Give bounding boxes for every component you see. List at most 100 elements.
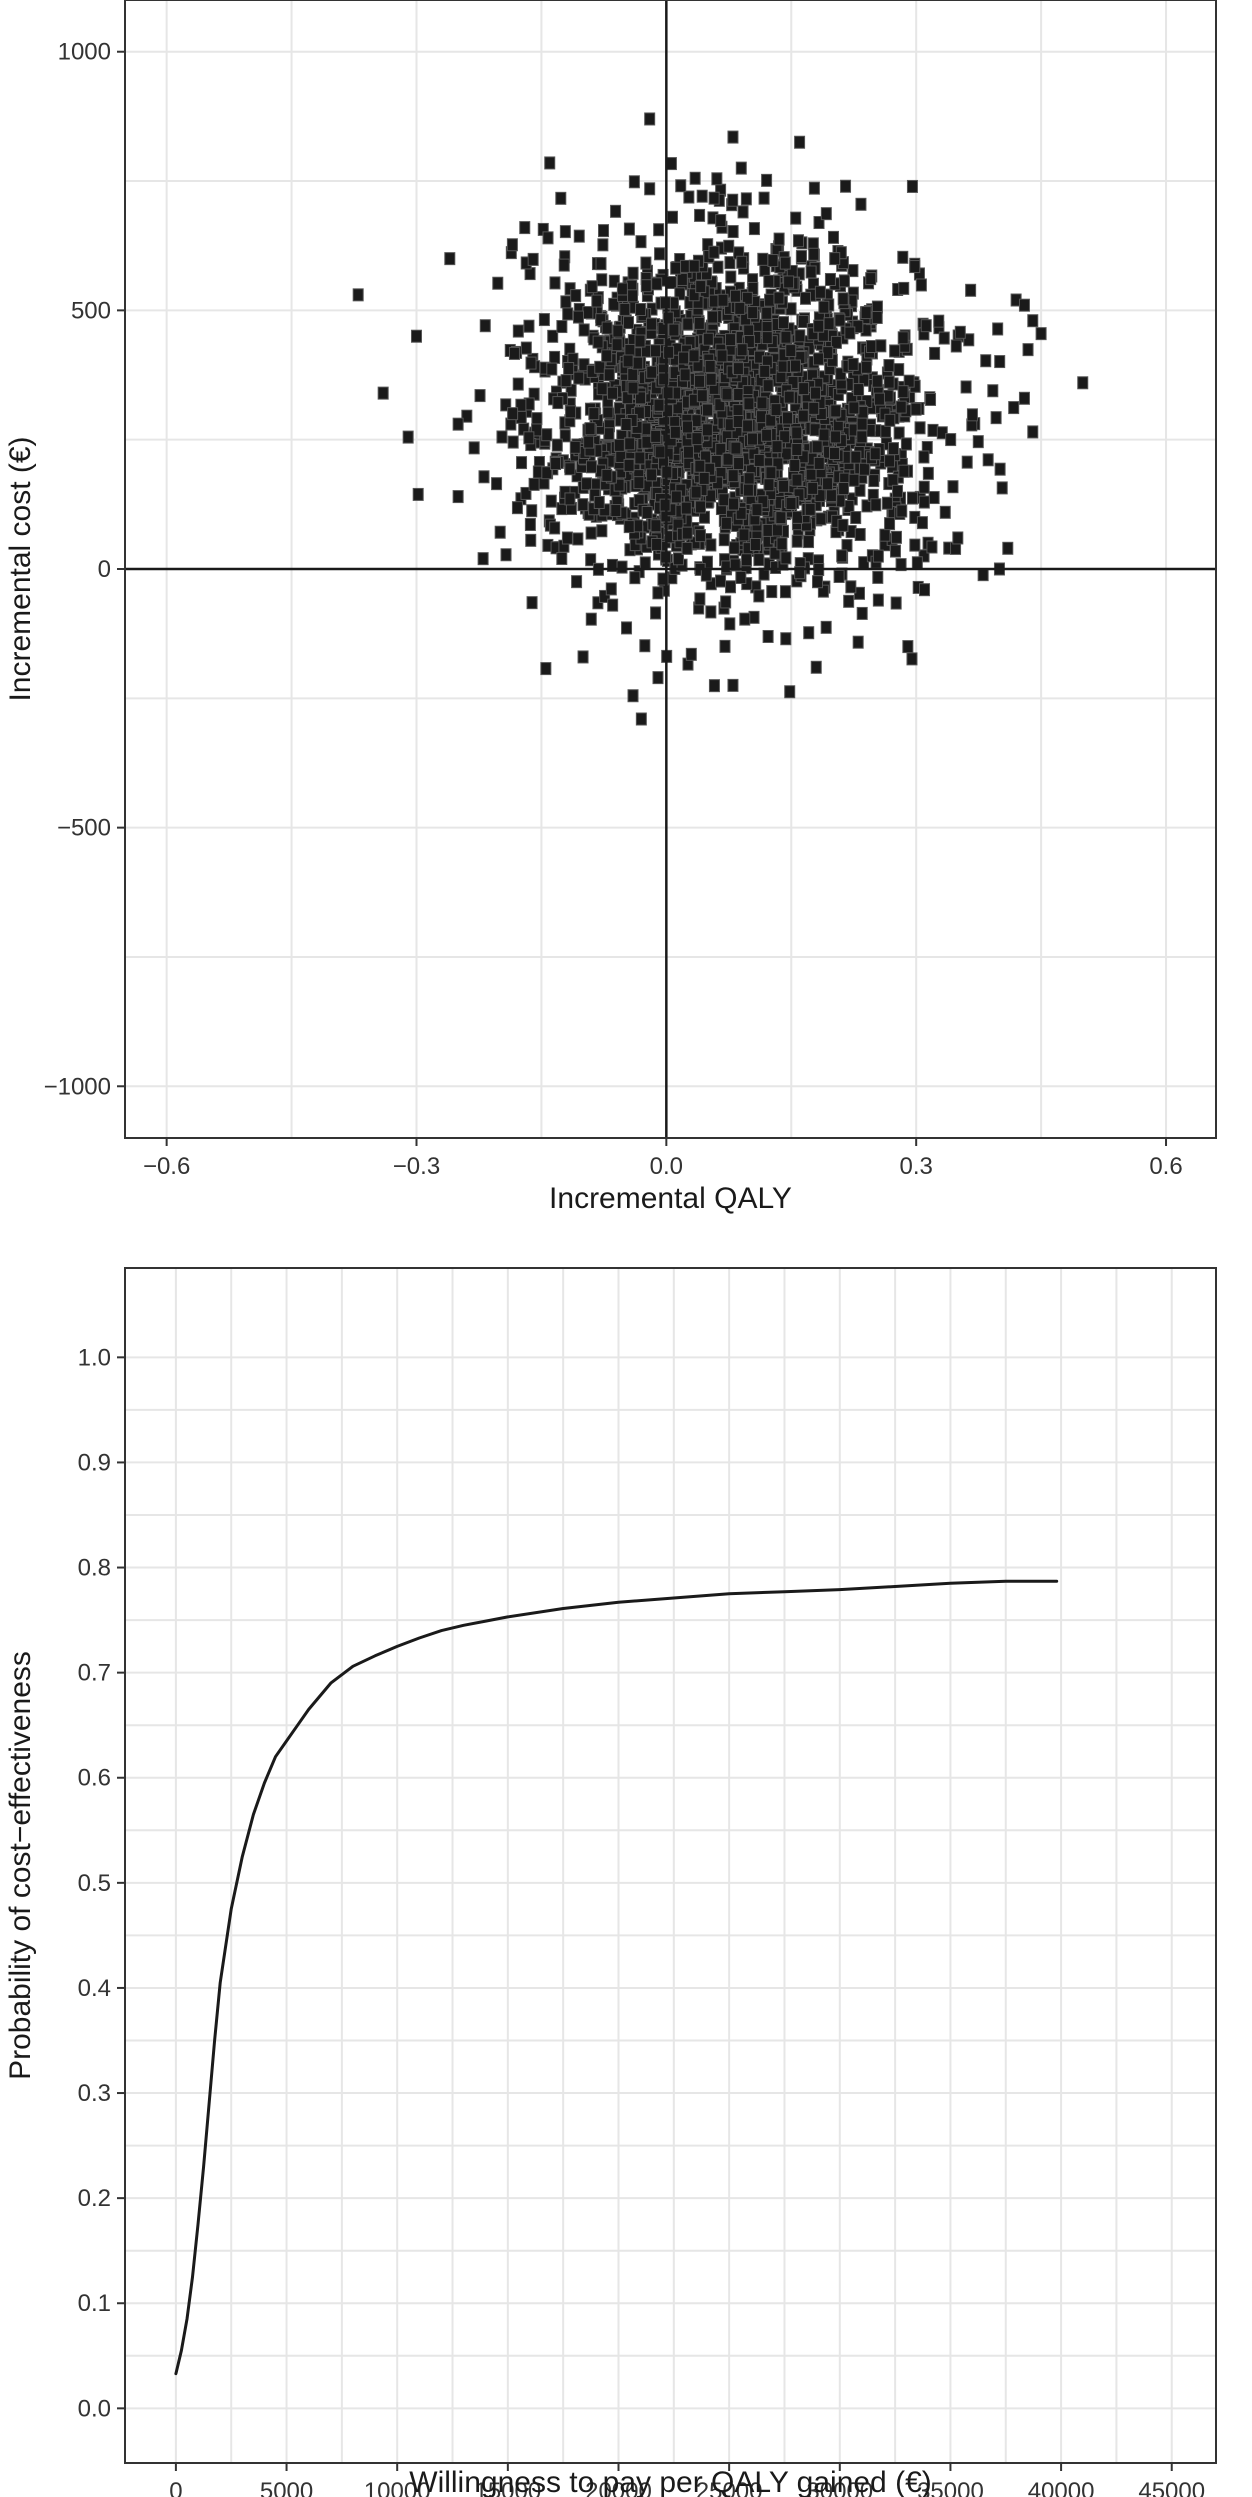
scatter-point xyxy=(546,362,558,376)
scatter-point xyxy=(1035,327,1047,341)
scatter-point xyxy=(789,459,801,473)
scatter-point xyxy=(822,477,834,491)
scatter-point xyxy=(496,430,508,444)
ce-plane-y-ticks: 1000 500 0 −500 −1000 xyxy=(44,39,125,1100)
scatter-point xyxy=(613,438,625,452)
scatter-point xyxy=(665,157,677,171)
scatter-point xyxy=(695,280,707,294)
scatter-point xyxy=(663,345,675,359)
scatter-point xyxy=(730,441,742,455)
scatter-point xyxy=(897,385,909,399)
scatter-point xyxy=(562,307,574,321)
scatter-point xyxy=(818,300,830,314)
scatter-point xyxy=(818,428,830,442)
scatter-point xyxy=(586,280,598,294)
scatter-point xyxy=(813,456,825,470)
scatter-point xyxy=(494,525,506,539)
scatter-point xyxy=(720,516,732,530)
scatter-point xyxy=(929,346,941,360)
scatter-point xyxy=(741,291,753,305)
scatter-point xyxy=(718,493,730,507)
ce-plane-chart: −0.6 −0.3 0.0 0.3 0.6 1000 500 0 −500 −1000 Incr… xyxy=(4,0,1217,1215)
scatter-point xyxy=(608,297,620,311)
scatter-point xyxy=(810,660,822,674)
scatter-point xyxy=(623,222,635,236)
scatter-point xyxy=(701,403,713,417)
scatter-point xyxy=(920,319,932,333)
scatter-point xyxy=(890,596,902,610)
scatter-point xyxy=(797,450,809,464)
y-tick-label: 0 xyxy=(98,556,111,583)
scatter-point xyxy=(525,533,537,547)
scatter-point xyxy=(560,374,572,388)
scatter-point xyxy=(635,391,647,405)
scatter-point xyxy=(735,161,747,175)
scatter-point xyxy=(732,404,744,418)
scatter-point xyxy=(572,310,584,324)
scatter-point xyxy=(727,130,739,144)
scatter-point xyxy=(915,278,927,292)
scatter-point xyxy=(628,175,640,189)
x-tick-label: 0.0 xyxy=(650,1153,683,1180)
scatter-point xyxy=(506,238,518,252)
scatter-point xyxy=(725,270,737,284)
scatter-point xyxy=(585,553,597,567)
scatter-point xyxy=(581,477,593,491)
scatter-point xyxy=(624,437,636,451)
scatter-point xyxy=(653,398,665,412)
scatter-point xyxy=(823,317,835,331)
scatter-point xyxy=(694,592,706,606)
scatter-point xyxy=(748,222,760,236)
scatter-point xyxy=(545,494,557,508)
scatter-point xyxy=(728,497,740,511)
scatter-point xyxy=(719,639,731,653)
scatter-point xyxy=(872,549,884,563)
scatter-point xyxy=(758,191,770,205)
scatter-point xyxy=(674,287,686,301)
scatter-point xyxy=(880,424,892,438)
scatter-point xyxy=(856,430,868,444)
scatter-point xyxy=(738,528,750,542)
scatter-point xyxy=(572,532,584,546)
scatter-point xyxy=(771,523,783,537)
scatter-point xyxy=(805,467,817,481)
y-tick-label: 1.0 xyxy=(78,1344,111,1371)
y-tick-label: 0.4 xyxy=(78,1975,111,2002)
scatter-point xyxy=(893,426,905,440)
scatter-point xyxy=(896,504,908,518)
x-tick-label: 15000 xyxy=(474,2478,541,2497)
scatter-point xyxy=(872,570,884,584)
scatter-point xyxy=(827,230,839,244)
scatter-point xyxy=(950,339,962,353)
y-tick-label: 0.1 xyxy=(78,2290,111,2317)
scatter-point xyxy=(895,558,907,572)
scatter-point xyxy=(860,306,872,320)
scatter-point xyxy=(729,289,741,303)
scatter-point xyxy=(556,320,568,334)
ce-plane-y-axis-title: Incremental cost (€) xyxy=(4,436,37,701)
scatter-point xyxy=(858,462,870,476)
scatter-point xyxy=(810,386,822,400)
scatter-point xyxy=(884,413,896,427)
scatter-point xyxy=(577,650,589,664)
scatter-point xyxy=(564,492,576,506)
ceac-line xyxy=(174,1579,1059,2376)
scatter-point xyxy=(727,678,739,692)
scatter-point xyxy=(558,258,570,272)
scatter-point xyxy=(749,537,761,551)
scatter-point xyxy=(710,454,722,468)
scatter-point xyxy=(761,173,773,187)
scatter-point xyxy=(799,291,811,305)
scatter-point xyxy=(794,566,806,580)
scatter-point xyxy=(658,372,670,386)
scatter-point xyxy=(691,432,703,446)
scatter-point xyxy=(808,401,820,415)
scatter-point xyxy=(992,322,1004,336)
scatter-point xyxy=(853,383,865,397)
scatter-point xyxy=(352,288,364,302)
scatter-point xyxy=(565,405,577,419)
scatter-point xyxy=(1018,391,1030,405)
scatter-point xyxy=(903,374,915,388)
scatter-point xyxy=(743,472,755,486)
scatter-point xyxy=(552,396,564,410)
